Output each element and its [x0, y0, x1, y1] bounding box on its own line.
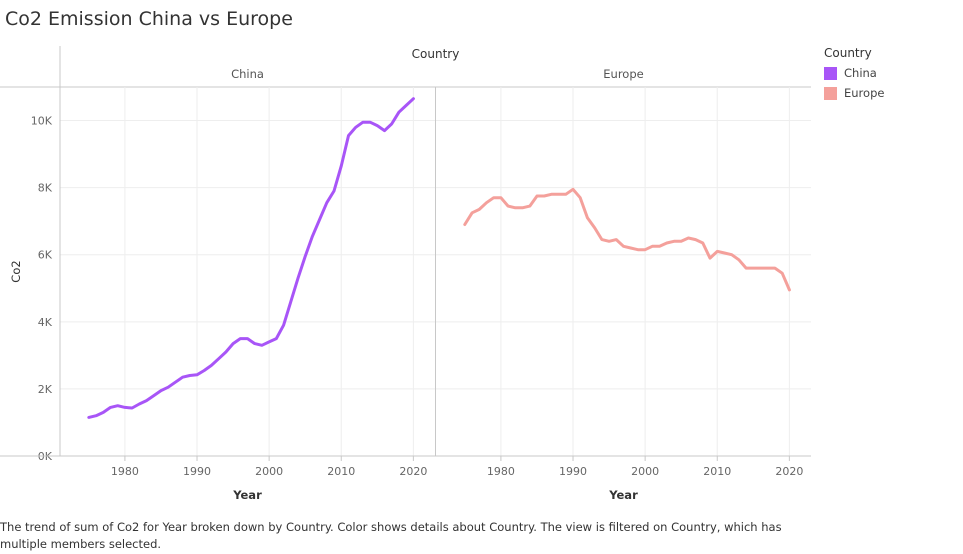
- x-tick-label: 1980: [111, 465, 139, 478]
- chart-title: Co2 Emission China vs Europe: [5, 8, 293, 30]
- x-tick-label: 1990: [559, 465, 587, 478]
- x-tick-label: 2020: [399, 465, 427, 478]
- legend-item-europe[interactable]: Europe: [824, 83, 884, 103]
- x-tick-label: 2000: [631, 465, 659, 478]
- y-tick-label: 6K: [38, 249, 53, 262]
- series-line-china: [87, 97, 415, 419]
- x-tick-label: 2000: [255, 465, 283, 478]
- series-line-europe: [463, 187, 791, 292]
- y-tick-label: 2K: [38, 383, 53, 396]
- x-tick-label: 2010: [327, 465, 355, 478]
- legend-swatch: [824, 86, 837, 100]
- y-tick-label: 10K: [31, 115, 53, 128]
- y-tick-label: 8K: [38, 182, 53, 195]
- x-tick-label: 2020: [775, 465, 803, 478]
- x-tick-label: 1990: [183, 465, 211, 478]
- x-axis-label: Year: [608, 488, 638, 502]
- chart-caption: The trend of sum of Co2 for Year broken …: [0, 520, 782, 551]
- x-axis-label: Year: [232, 488, 262, 502]
- legend-title: Country: [824, 46, 872, 60]
- legend: Country China Europe: [824, 46, 884, 103]
- y-tick-label: 4K: [38, 316, 53, 329]
- panel-header-china: China: [231, 67, 264, 81]
- y-axis-label: Co2: [9, 260, 23, 282]
- x-tick-label: 2010: [703, 465, 731, 478]
- column-header: Country: [412, 47, 460, 61]
- legend-label: China: [844, 66, 877, 80]
- legend-swatch: [824, 66, 837, 80]
- legend-label: Europe: [844, 86, 885, 100]
- panel-header-europe: Europe: [603, 67, 643, 81]
- legend-item-china[interactable]: China: [824, 63, 884, 83]
- x-tick-label: 1980: [487, 465, 515, 478]
